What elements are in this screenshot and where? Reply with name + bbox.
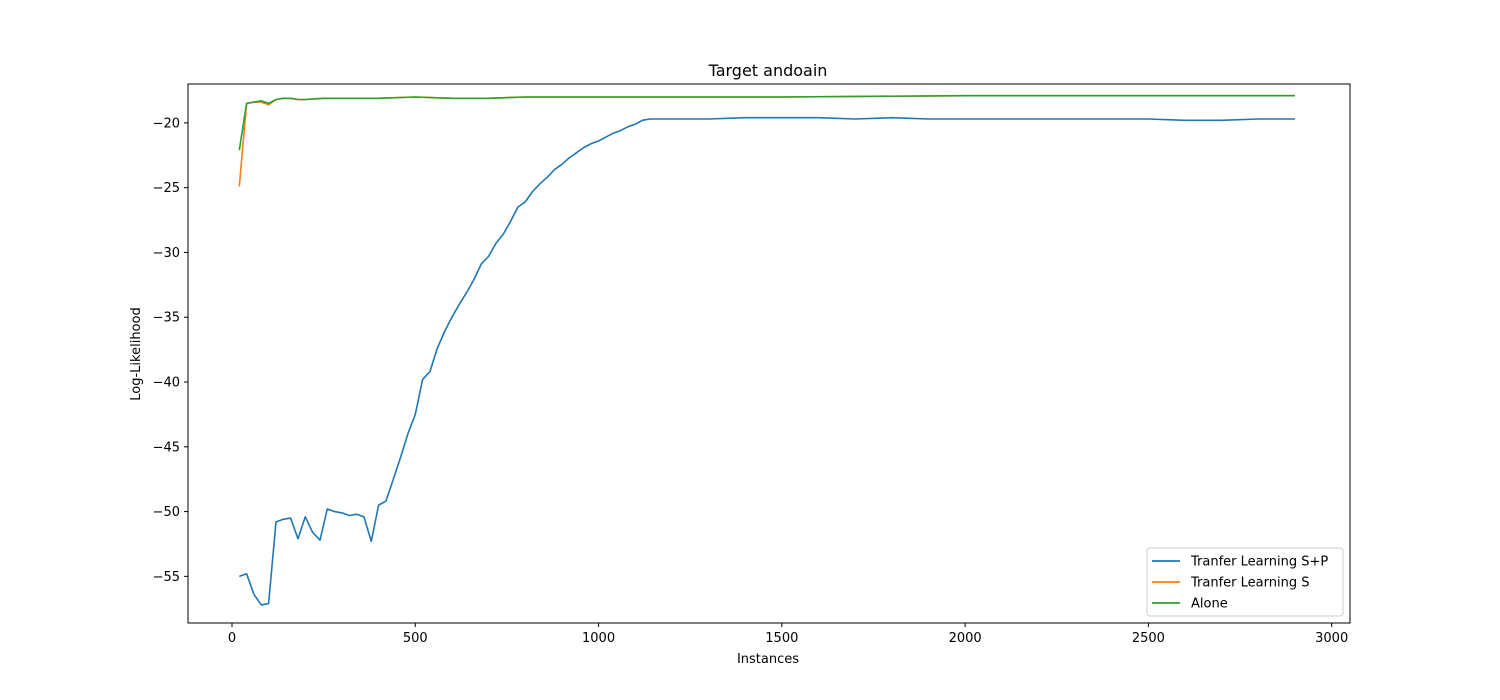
- y-tick-label: −50: [153, 505, 180, 520]
- x-tick-label: 1500: [765, 631, 798, 646]
- series-layer: [238, 94, 1295, 606]
- legend-label: Tranfer Learning S+P: [1190, 555, 1328, 570]
- x-tick-label: 0: [228, 631, 236, 646]
- x-axis: 0 500 1000 1500 2000 2500 3000: [228, 623, 1348, 646]
- legend-label: Alone: [1191, 597, 1228, 612]
- y-tick-label: −30: [153, 246, 180, 261]
- y-tick-label: −45: [153, 440, 180, 455]
- chart-title: Target andoain: [708, 61, 828, 80]
- x-tick-label: 500: [403, 631, 428, 646]
- plot-frame: [187, 83, 1351, 624]
- series-line-1: [239, 116, 1295, 606]
- y-tick-label: −55: [153, 570, 180, 585]
- legend-box: [1146, 547, 1344, 617]
- x-tick-label: 1000: [582, 631, 615, 646]
- y-axis: −55 −50 −45 −40 −35 −30 −25 −20: [153, 116, 188, 585]
- x-tick-label: 2000: [949, 631, 982, 646]
- x-tick-label: 2500: [1132, 631, 1165, 646]
- y-tick-label: −25: [153, 181, 180, 196]
- legend: Tranfer Learning S+P Tranfer Learning S Al…: [1146, 547, 1344, 617]
- y-axis-title: Log-Likelihood: [129, 307, 144, 400]
- legend-label: Tranfer Learning S: [1190, 576, 1309, 591]
- y-tick-label: −35: [153, 311, 180, 326]
- y-tick-label: −20: [153, 116, 180, 131]
- series-line-3: [238, 94, 1295, 151]
- y-tick-label: −40: [153, 376, 180, 391]
- x-axis-title: Instances: [737, 652, 799, 667]
- x-tick-label: 3000: [1315, 631, 1348, 646]
